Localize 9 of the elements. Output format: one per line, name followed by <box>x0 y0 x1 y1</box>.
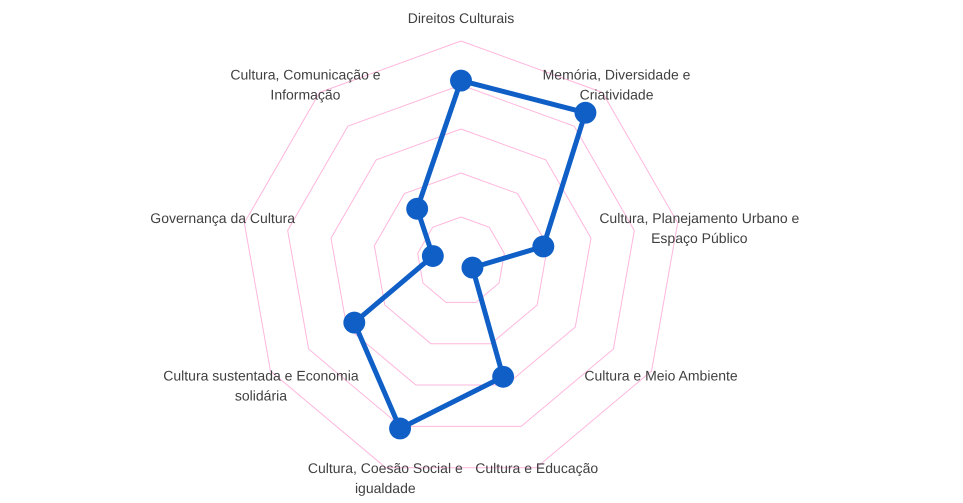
spoke-label: Direitos Culturais <box>408 10 514 26</box>
spoke-label: Memória, Diversidade e Criatividade <box>542 66 691 103</box>
spoke-label: Governança da Cultura <box>150 210 296 226</box>
spoke-label: Cultura, Comunicação e Informação <box>230 66 381 103</box>
spoke-label: Cultura e Educação <box>475 460 598 476</box>
spoke-label: Cultura sustentada e Economia solidária <box>163 368 359 404</box>
spoke-label: Cultura e Meio Ambiente <box>584 368 738 384</box>
spoke-label: Cultura, Coesão Social e igualdade <box>308 460 463 496</box>
spoke-label: Cultura, Planejamento Urbano e Espaço Público <box>599 210 800 246</box>
